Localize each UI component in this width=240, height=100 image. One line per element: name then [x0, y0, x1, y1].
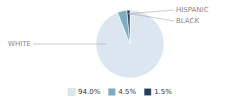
legend: 94.0% 4.5% 1.5%	[68, 88, 172, 96]
annotation: BLACK	[176, 17, 199, 25]
legend-label: 94.0%	[78, 88, 101, 96]
legend-swatch	[108, 89, 115, 96]
legend-label: 1.5%	[154, 88, 172, 96]
legend-item: 94.0%	[68, 88, 101, 96]
leader-line	[33, 44, 106, 45]
pie-slice	[127, 10, 130, 44]
annotations: WHITE HISPANIC BLACK	[8, 6, 209, 48]
legend-swatch	[68, 89, 75, 96]
pie	[96, 10, 164, 78]
legend-item: 4.5%	[108, 88, 136, 96]
legend-label: 4.5%	[118, 88, 136, 96]
legend-swatch	[144, 89, 151, 96]
annotation: HISPANIC	[176, 6, 209, 14]
annotation: WHITE	[8, 40, 31, 48]
legend-item: 1.5%	[144, 88, 172, 96]
chart: WHITE HISPANIC BLACK 94.0% 4.5% 1.5%	[0, 0, 240, 100]
leader-line	[129, 13, 174, 21]
pie-slice	[117, 10, 130, 44]
pie-slice	[96, 10, 164, 78]
